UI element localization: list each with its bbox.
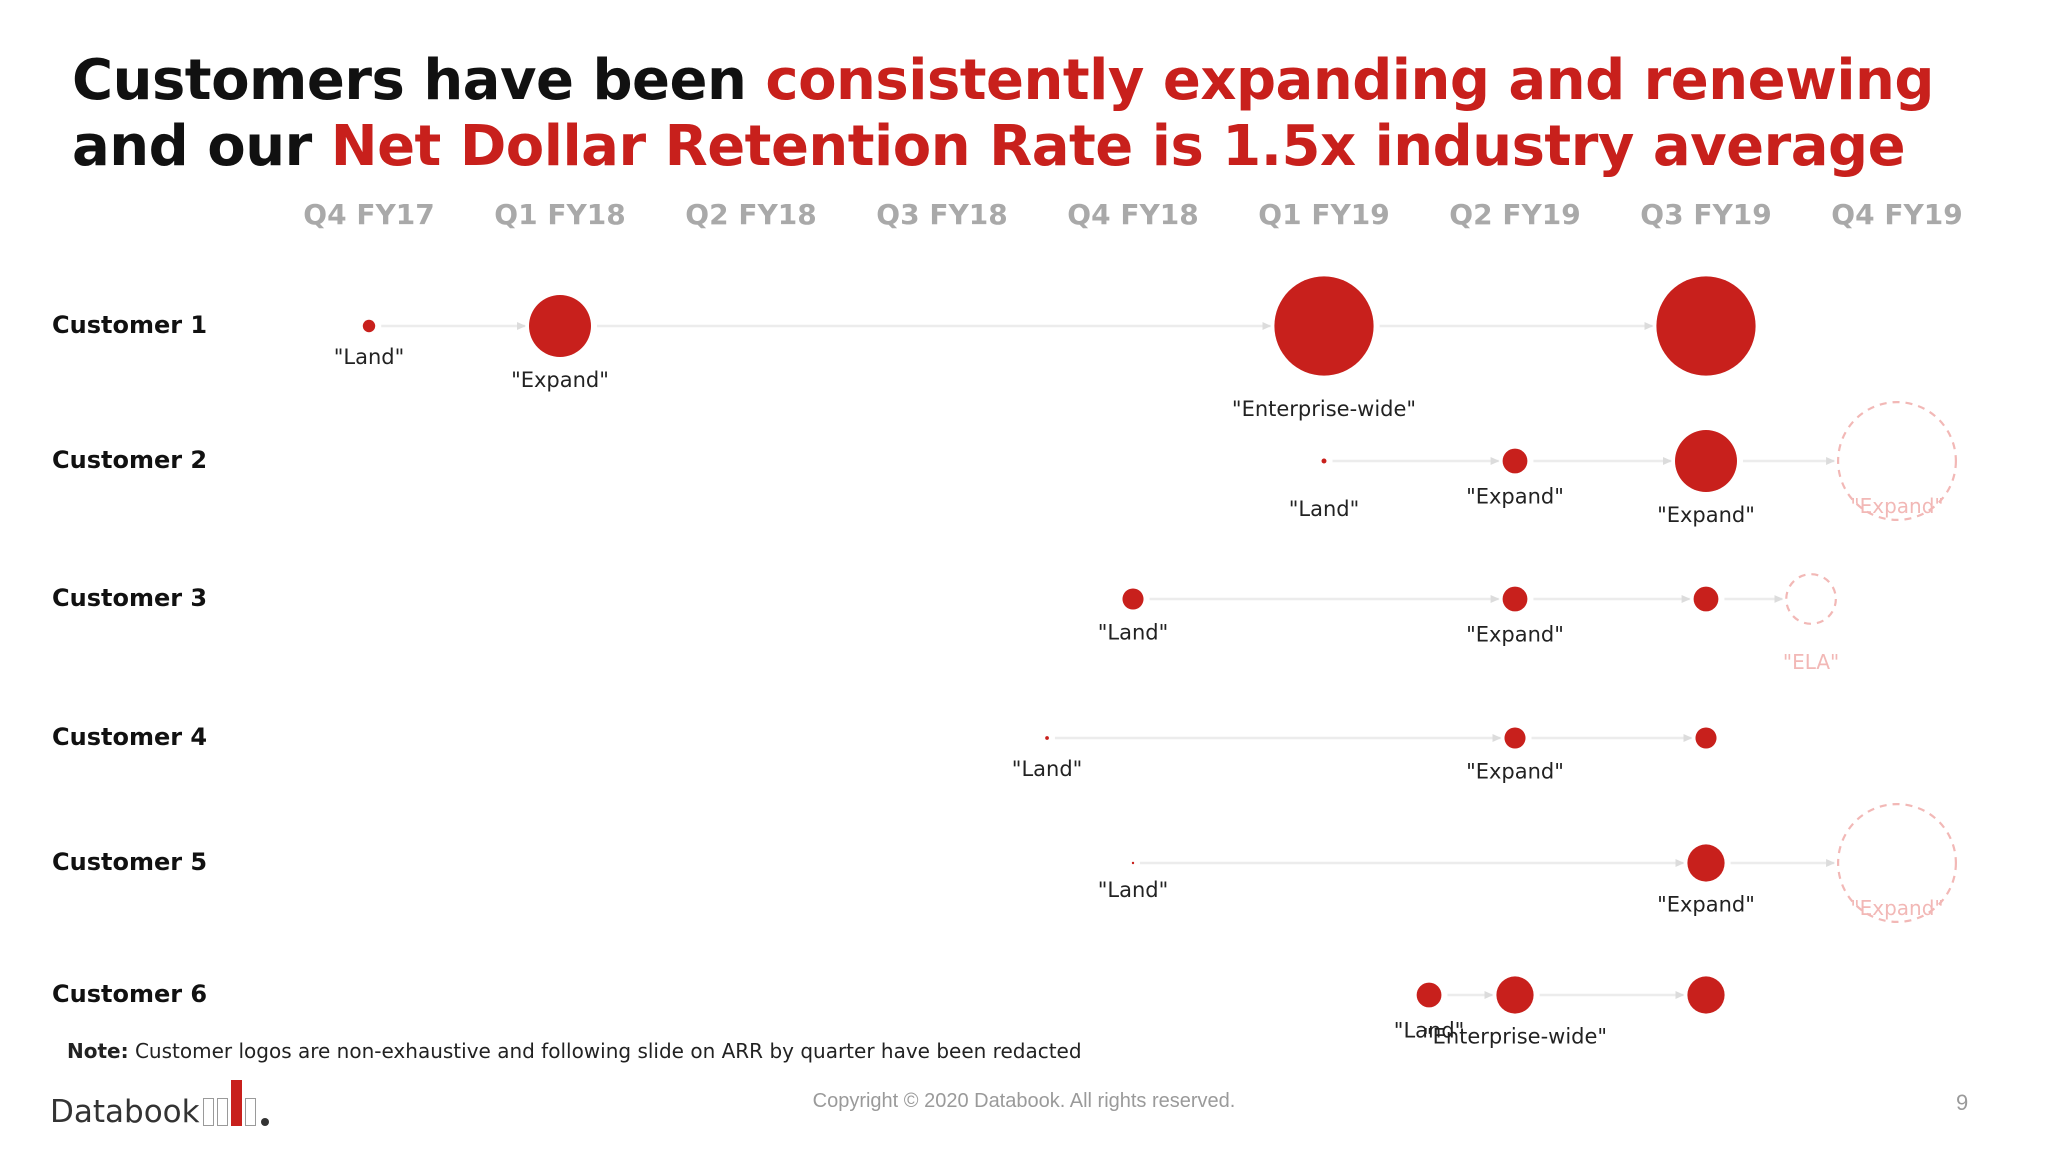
databook-logo: Databook [50,1072,269,1132]
quarter-header: Q2 FY18 [685,198,817,231]
stage-label: "Enterprise-wide" [1232,397,1416,421]
stage-bubble [1687,844,1725,882]
stage-bubble [1274,276,1374,376]
stage-bubble [1502,586,1528,612]
logo-bar [216,1098,228,1126]
logo-bar [244,1098,256,1126]
quarter-header: Q1 FY18 [494,198,626,231]
stage-label: "Land" [1394,1018,1465,1042]
stage-bubble [1122,588,1144,610]
quarter-header: Q4 FY17 [303,198,435,231]
stage-label: "Land" [334,345,405,369]
customer-row: "Land" "Expand" "Expand" "Expand" [1289,401,1957,527]
stage-label: "Land" [1012,757,1083,781]
quarter-header: Q4 FY19 [1831,198,1963,231]
customer-row: "Land" "Expand" [1012,727,1717,784]
title-highlight-2: Net Dollar Retention Rate is 1.5x indust… [330,114,1906,179]
copyright-text: Copyright © 2020 Databook. All rights re… [812,1090,1236,1112]
stage-label: "Expand" [1657,893,1755,917]
projected-stage-label: "ELA" [1783,650,1839,674]
slide-title: Customers have been consistently expandi… [72,48,1992,180]
stage-bubble [1695,727,1717,749]
stage-bubble [1687,976,1725,1014]
stage-label: "Expand" [1466,622,1564,646]
stage-bubble [1693,586,1719,612]
stage-bubble [529,295,591,357]
logo-bar [202,1098,214,1126]
stage-label: "Expand" [511,368,609,392]
quarter-header: Q4 FY18 [1067,198,1199,231]
customer-label: Customer 4 [52,723,208,751]
stage-label: "Enterprise-wide" [1423,1025,1607,1049]
customer-label: Customer 2 [52,446,208,474]
stage-bubble [1045,736,1049,740]
projected-stage-label: "Expand" [1850,896,1943,920]
customer-row: "Land" "Expand" "Expand" [1098,802,1957,923]
quarter-header: Q3 FY18 [876,198,1008,231]
stage-bubble [1675,430,1737,492]
logo-text: Databook [50,1094,200,1130]
customer-row: "Land""Enterprise-wide" [1394,976,1725,1049]
customer-label: Customer 6 [52,980,208,1008]
stage-label: "Expand" [1657,503,1755,527]
title-part-3: and our [72,114,331,179]
logo-bars-icon [202,1080,259,1126]
projected-stage-bubble [1836,802,1957,923]
stage-label: "Expand" [1466,484,1564,508]
page-number: 9 [1956,1090,1969,1115]
projected-stage-label: "Expand" [1850,494,1943,518]
title-highlight-1: consistently expanding and renewing [765,48,1934,113]
stage-label: "Land" [1098,878,1169,902]
footnote: Note: Customer logos are non-exhaustive … [67,1039,1082,1063]
stage-bubble [1131,861,1135,865]
customer-row: "Land" "Expand" "ELA" [1098,573,1839,674]
stage-label: "Expand" [1466,760,1564,784]
quarter-header: Q2 FY19 [1449,198,1581,231]
projected-stage-bubble [1785,573,1837,625]
stage-bubble [1321,458,1327,464]
note-text: Customer logos are non-exhaustive and fo… [128,1039,1082,1063]
note-label: Note: [67,1039,129,1063]
stage-label: "Land" [1098,621,1169,645]
customer-label: Customer 3 [52,584,208,612]
quarter-header: Q1 FY19 [1258,198,1390,231]
stage-bubble [1502,448,1528,474]
logo-dot-icon [260,1118,269,1126]
stage-label: "Land" [1289,497,1360,521]
quarter-header: Q3 FY19 [1640,198,1772,231]
stage-bubble [1656,276,1756,376]
customer-label: Customer 5 [52,848,208,876]
customer-row: "Land" "Expand" "Enterprise-wide" [334,276,1756,421]
stage-bubble [1504,727,1526,749]
stage-bubble [362,319,376,333]
stage-bubble [1416,982,1442,1008]
customer-label: Customer 1 [52,311,208,339]
stage-bubble [1496,976,1534,1014]
logo-bar-accent [230,1080,242,1126]
title-part-1: Customers have been [72,48,766,113]
projected-stage-bubble [1836,401,1957,522]
